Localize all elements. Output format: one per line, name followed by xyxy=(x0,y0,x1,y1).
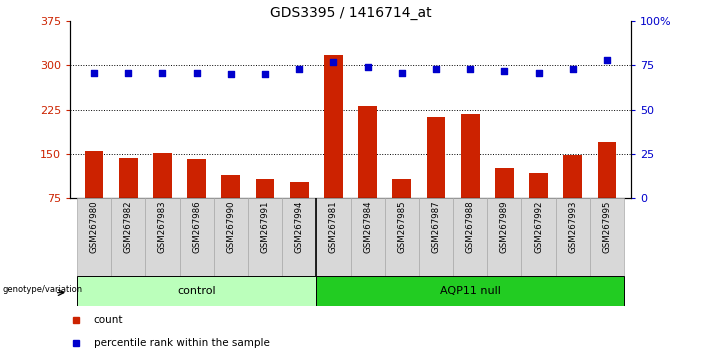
Bar xyxy=(564,155,582,198)
Text: GSM267989: GSM267989 xyxy=(500,201,509,253)
Bar xyxy=(419,198,453,276)
Point xyxy=(123,70,134,75)
Bar xyxy=(324,55,343,198)
Bar xyxy=(529,173,548,198)
Bar xyxy=(222,175,240,198)
Point xyxy=(362,64,373,70)
Bar xyxy=(487,198,522,276)
Text: GSM267993: GSM267993 xyxy=(569,201,577,253)
Bar xyxy=(77,276,316,306)
Bar xyxy=(495,167,514,198)
Point xyxy=(601,57,613,63)
Bar xyxy=(153,153,172,198)
Point xyxy=(567,66,578,72)
Text: GSM267991: GSM267991 xyxy=(261,201,269,253)
Bar xyxy=(248,198,282,276)
Text: GSM267984: GSM267984 xyxy=(363,201,372,253)
Bar xyxy=(85,151,104,198)
Text: genotype/variation: genotype/variation xyxy=(2,285,82,294)
Point xyxy=(533,70,544,75)
Bar xyxy=(453,198,487,276)
Point xyxy=(88,70,100,75)
Point xyxy=(191,70,202,75)
Bar xyxy=(350,198,385,276)
Point xyxy=(430,66,442,72)
Point xyxy=(294,66,305,72)
Point xyxy=(465,66,476,72)
Bar xyxy=(282,198,316,276)
Bar xyxy=(556,198,590,276)
Bar xyxy=(187,159,206,198)
Point xyxy=(259,72,271,77)
Bar xyxy=(597,142,616,198)
Text: GSM267987: GSM267987 xyxy=(432,201,440,253)
Bar xyxy=(358,105,377,198)
Point xyxy=(328,59,339,65)
Bar xyxy=(119,158,137,198)
Bar xyxy=(145,198,179,276)
Bar xyxy=(427,117,445,198)
Text: GSM267992: GSM267992 xyxy=(534,201,543,253)
Text: GSM267986: GSM267986 xyxy=(192,201,201,253)
Point xyxy=(157,70,168,75)
Point xyxy=(396,70,407,75)
Text: GSM267985: GSM267985 xyxy=(397,201,407,253)
Bar xyxy=(179,198,214,276)
Bar xyxy=(385,198,419,276)
Text: percentile rank within the sample: percentile rank within the sample xyxy=(94,338,270,348)
Text: GSM267980: GSM267980 xyxy=(90,201,99,253)
Bar xyxy=(316,276,624,306)
Bar xyxy=(214,198,248,276)
Text: GSM267982: GSM267982 xyxy=(124,201,132,253)
Text: AQP11 null: AQP11 null xyxy=(440,286,501,296)
Bar xyxy=(290,182,308,198)
Bar xyxy=(256,179,274,198)
Point xyxy=(225,72,236,77)
Bar xyxy=(393,179,411,198)
Point xyxy=(499,68,510,74)
Bar xyxy=(316,198,350,276)
Bar xyxy=(522,198,556,276)
Text: GSM267994: GSM267994 xyxy=(294,201,304,253)
Bar xyxy=(77,198,111,276)
Bar xyxy=(590,198,624,276)
Bar xyxy=(461,114,479,198)
Text: GSM267995: GSM267995 xyxy=(602,201,611,253)
Text: GSM267983: GSM267983 xyxy=(158,201,167,253)
Text: count: count xyxy=(94,315,123,325)
Text: GSM267990: GSM267990 xyxy=(226,201,236,253)
Text: GSM267981: GSM267981 xyxy=(329,201,338,253)
Title: GDS3395 / 1416714_at: GDS3395 / 1416714_at xyxy=(270,6,431,20)
Bar xyxy=(111,198,145,276)
Text: control: control xyxy=(177,286,216,296)
Text: GSM267988: GSM267988 xyxy=(465,201,475,253)
